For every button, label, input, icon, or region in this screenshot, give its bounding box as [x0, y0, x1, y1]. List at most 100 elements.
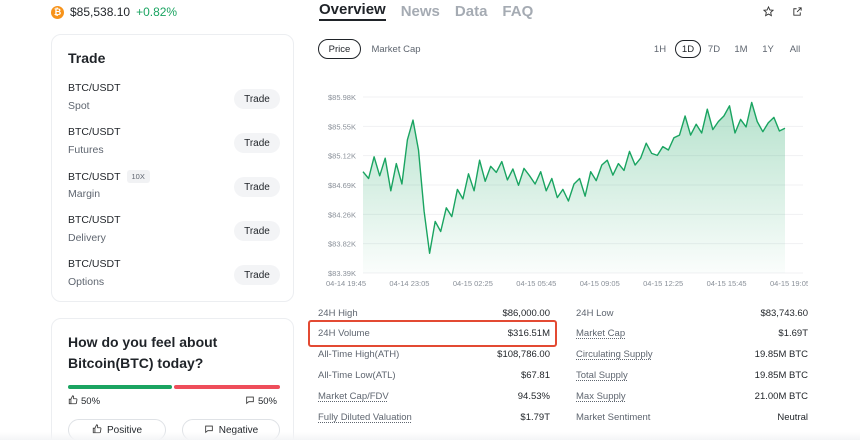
stat-label[interactable]: Market Cap/FDV: [318, 390, 389, 402]
stat-row: All-Time High(ATH) $108,786.00: [318, 347, 550, 363]
x-tick-label: 04-15 09:05: [580, 279, 620, 288]
thumbs-up-icon: [68, 395, 78, 408]
y-tick-label: $83.82K: [328, 240, 356, 249]
negative-button[interactable]: Negative: [182, 419, 280, 440]
x-tick-label: 04-15 19:05: [770, 279, 808, 288]
trade-row-delivery: BTC/USDT Delivery Trade: [68, 214, 280, 250]
stat-row: Market Cap $1.69T: [576, 326, 808, 342]
y-tick-label: $83.39K: [328, 269, 356, 278]
price-line: [362, 101, 786, 254]
trade-options-button[interactable]: Trade: [234, 265, 280, 285]
x-tick-label: 04-15 05:45: [516, 279, 556, 288]
stat-row: All-Time Low(ATL) $67.81: [318, 367, 550, 383]
range-1y-button[interactable]: 1Y: [762, 43, 774, 55]
trade-type: Margin: [68, 188, 101, 200]
stat-row: Total Supply 19.85M BTC: [576, 367, 808, 383]
stat-row: Max Supply 21.00M BTC: [576, 388, 808, 404]
bitcoin-icon: ₿: [51, 5, 64, 19]
leverage-badge: 10X: [126, 170, 150, 183]
trade-futures-button[interactable]: Trade: [234, 133, 280, 153]
tab-overview[interactable]: Overview: [319, 1, 386, 21]
stat-value: 94.53%: [517, 390, 550, 402]
y-tick-label: $85.98K: [328, 93, 356, 102]
stat-value: Neutral: [777, 411, 808, 423]
trade-row-margin: BTC/USDT 10X Margin Trade: [68, 170, 280, 206]
trade-row-options: BTC/USDT Options Trade: [68, 258, 280, 294]
tab-news[interactable]: News: [400, 2, 440, 20]
stat-value: 19.85M BTC: [754, 349, 808, 361]
stat-row: 24H Volume $316.51M: [318, 326, 550, 342]
y-tick-label: $85.55K: [328, 122, 356, 131]
negative-percent: 50%: [245, 395, 277, 408]
stat-value: $86,000.00: [502, 307, 550, 319]
stat-row: Circulating Supply 19.85M BTC: [576, 347, 808, 363]
trade-type: Options: [68, 276, 105, 288]
price-change: +0.82%: [136, 5, 178, 19]
price-chart[interactable]: $85.98K $85.55K $85.12K $84.69K $84.26K $83.8…: [318, 80, 808, 295]
stat-label: 24H Volume: [318, 328, 370, 340]
tab-faq[interactable]: FAQ: [502, 2, 534, 20]
star-icon[interactable]: [758, 2, 778, 20]
stat-value: $67.81: [520, 369, 550, 381]
trade-spot-button[interactable]: Trade: [234, 89, 280, 109]
range-1h-button[interactable]: 1H: [653, 43, 667, 55]
stat-label[interactable]: Total Supply: [576, 369, 628, 381]
x-tick-label: 04-15 12:25: [643, 279, 683, 288]
stat-label[interactable]: Fully Diluted Valuation: [318, 411, 412, 423]
highlight-box: [308, 320, 557, 347]
stat-label: 24H Low: [576, 307, 614, 319]
stat-value: $1.69T: [778, 328, 808, 340]
trade-pair: BTC/USDT 10X: [68, 170, 150, 183]
trade-title: Trade: [68, 50, 106, 66]
stat-label[interactable]: Circulating Supply: [576, 349, 653, 361]
current-price: $85,538.10: [70, 5, 131, 19]
share-icon[interactable]: [787, 2, 807, 20]
stat-label[interactable]: Max Supply: [576, 390, 626, 402]
sentiment-card: How do you feel about Bitcoin(BTC) today…: [51, 318, 294, 440]
sentiment-question: How do you feel about Bitcoin(BTC) today…: [68, 334, 218, 371]
x-tick-label: 04-14 23:05: [389, 279, 429, 288]
range-1m-button[interactable]: 1M: [734, 43, 748, 55]
stat-label: 24H High: [318, 307, 358, 319]
trade-type: Spot: [68, 100, 90, 112]
stat-label: All-Time High(ATH): [318, 349, 400, 361]
y-tick-label: $85.12K: [328, 152, 356, 161]
trade-row-spot: BTC/USDT Spot Trade: [68, 82, 280, 118]
trade-margin-button[interactable]: Trade: [234, 177, 280, 197]
tab-data[interactable]: Data: [454, 2, 488, 20]
positive-bar: [68, 385, 172, 389]
stat-row: Fully Diluted Valuation $1.79T: [318, 409, 550, 425]
trade-delivery-button[interactable]: Trade: [234, 221, 280, 241]
stat-value: $83,743.60: [760, 307, 808, 319]
tab-bar: Overview News Data FAQ: [319, 0, 533, 22]
trade-type: Futures: [68, 144, 104, 156]
positive-percent: 50%: [68, 395, 100, 408]
trade-pair: BTC/USDT: [68, 258, 121, 270]
x-tick-label: 04-14 19:45: [326, 279, 366, 288]
stat-label: Market Sentiment: [576, 411, 651, 423]
stat-value: $316.51M: [507, 328, 550, 340]
stat-value: $1.79T: [520, 411, 550, 423]
trade-pair: BTC/USDT: [68, 126, 121, 138]
mode-price-button[interactable]: Price: [318, 39, 361, 59]
stat-row: 24H Low $83,743.60: [576, 305, 808, 321]
range-1d-button[interactable]: 1D: [675, 40, 701, 58]
stat-row: Market Cap/FDV 94.53%: [318, 388, 550, 404]
price-ticker: ₿ $85,538.10 +0.82%: [51, 3, 177, 21]
stat-value: 21.00M BTC: [754, 390, 808, 402]
stat-value: 19.85M BTC: [754, 369, 808, 381]
negative-bar: [174, 385, 280, 389]
range-all-button[interactable]: All: [789, 43, 801, 55]
mode-market-cap-button[interactable]: Market Cap: [371, 43, 421, 55]
stat-row: 24H High $86,000.00: [318, 305, 550, 321]
stat-label[interactable]: Market Cap: [576, 328, 626, 340]
trade-pair: BTC/USDT: [68, 214, 121, 226]
trade-pair: BTC/USDT: [68, 82, 121, 94]
stat-label: All-Time Low(ATL): [318, 369, 396, 381]
y-tick-label: $84.69K: [328, 181, 356, 190]
price-area: [363, 102, 785, 274]
comment-icon: [204, 424, 214, 437]
trade-type: Delivery: [68, 232, 106, 244]
trade-card: Trade BTC/USDT Spot Trade BTC/USDT Futur…: [51, 34, 294, 302]
range-7d-button[interactable]: 7D: [707, 43, 721, 55]
